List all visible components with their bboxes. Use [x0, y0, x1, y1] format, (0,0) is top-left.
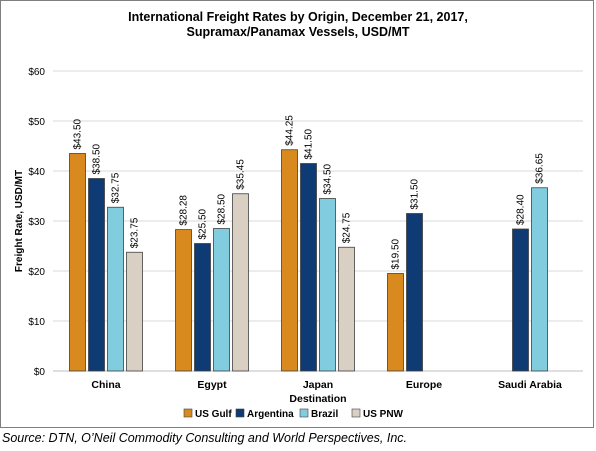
chart-frame: International Freight Rates by Origin, D… — [0, 0, 594, 428]
y-tick-label: $40 — [28, 167, 45, 178]
y-axis-title: Freight Rate, USD/MT — [14, 170, 25, 272]
chart-title-line: International Freight Rates by Origin, D… — [128, 10, 468, 24]
data-label: $31.50 — [410, 178, 421, 209]
data-label: $36.65 — [535, 153, 546, 184]
data-label: $25.50 — [198, 208, 209, 239]
data-label: $38.50 — [92, 143, 103, 174]
data-label: $32.75 — [111, 172, 122, 203]
bar-us-pnw — [232, 193, 249, 372]
x-tick-label: Europe — [406, 379, 442, 391]
bar-argentina — [406, 213, 423, 372]
x-axis-title: Destination — [289, 393, 346, 405]
bar-argentina — [512, 228, 529, 372]
bar-brazil — [531, 187, 548, 372]
bar-argentina — [88, 178, 105, 372]
bar-chart: International Freight Rates by Origin, D… — [14, 10, 583, 420]
legend-swatch — [183, 408, 193, 418]
chart-title-line: Supramax/Panamax Vessels, USD/MT — [186, 25, 409, 39]
bar-us-gulf — [387, 273, 404, 372]
bar-brazil — [107, 206, 124, 372]
data-label: $43.50 — [73, 118, 84, 149]
y-tick-label: $60 — [28, 67, 45, 78]
data-label: $41.50 — [304, 128, 315, 159]
legend-label: Brazil — [311, 409, 338, 420]
legend-label: US PNW — [363, 409, 404, 420]
bar-argentina — [300, 163, 317, 372]
bar-argentina — [194, 243, 211, 372]
data-label: $28.40 — [516, 194, 527, 225]
data-label: $19.50 — [391, 238, 402, 269]
bar-us-pnw — [126, 251, 143, 372]
legend-swatch — [299, 408, 309, 418]
bar-brazil — [213, 228, 230, 372]
x-tick-label: China — [91, 379, 120, 391]
bar-brazil — [319, 198, 336, 372]
y-tick-label: $20 — [28, 267, 45, 278]
bar-us-gulf — [69, 153, 86, 372]
source-note: Source: DTN, O’Neil Commodity Consulting… — [2, 431, 408, 445]
y-tick-label: $10 — [28, 317, 45, 328]
y-tick-label: $50 — [28, 117, 45, 128]
legend-swatch — [351, 408, 361, 418]
bar-us-gulf — [175, 229, 192, 372]
x-tick-label: Egypt — [197, 379, 227, 391]
data-label: $24.75 — [342, 212, 353, 243]
bar-us-pnw — [338, 246, 355, 372]
data-label: $28.50 — [217, 193, 228, 224]
data-label: $44.25 — [285, 115, 296, 146]
y-tick-label: $0 — [34, 367, 46, 378]
bar-us-gulf — [281, 149, 298, 372]
data-label: $34.50 — [323, 163, 334, 194]
legend-label: Argentina — [247, 409, 294, 420]
data-label: $23.75 — [130, 217, 141, 248]
data-label: $28.28 — [179, 195, 190, 226]
x-tick-label: Saudi Arabia — [498, 379, 562, 391]
x-tick-label: Japan — [303, 379, 333, 391]
y-tick-label: $30 — [28, 217, 45, 228]
legend-swatch — [235, 408, 245, 418]
data-label: $35.45 — [236, 159, 247, 190]
legend-label: US Gulf — [195, 409, 232, 420]
